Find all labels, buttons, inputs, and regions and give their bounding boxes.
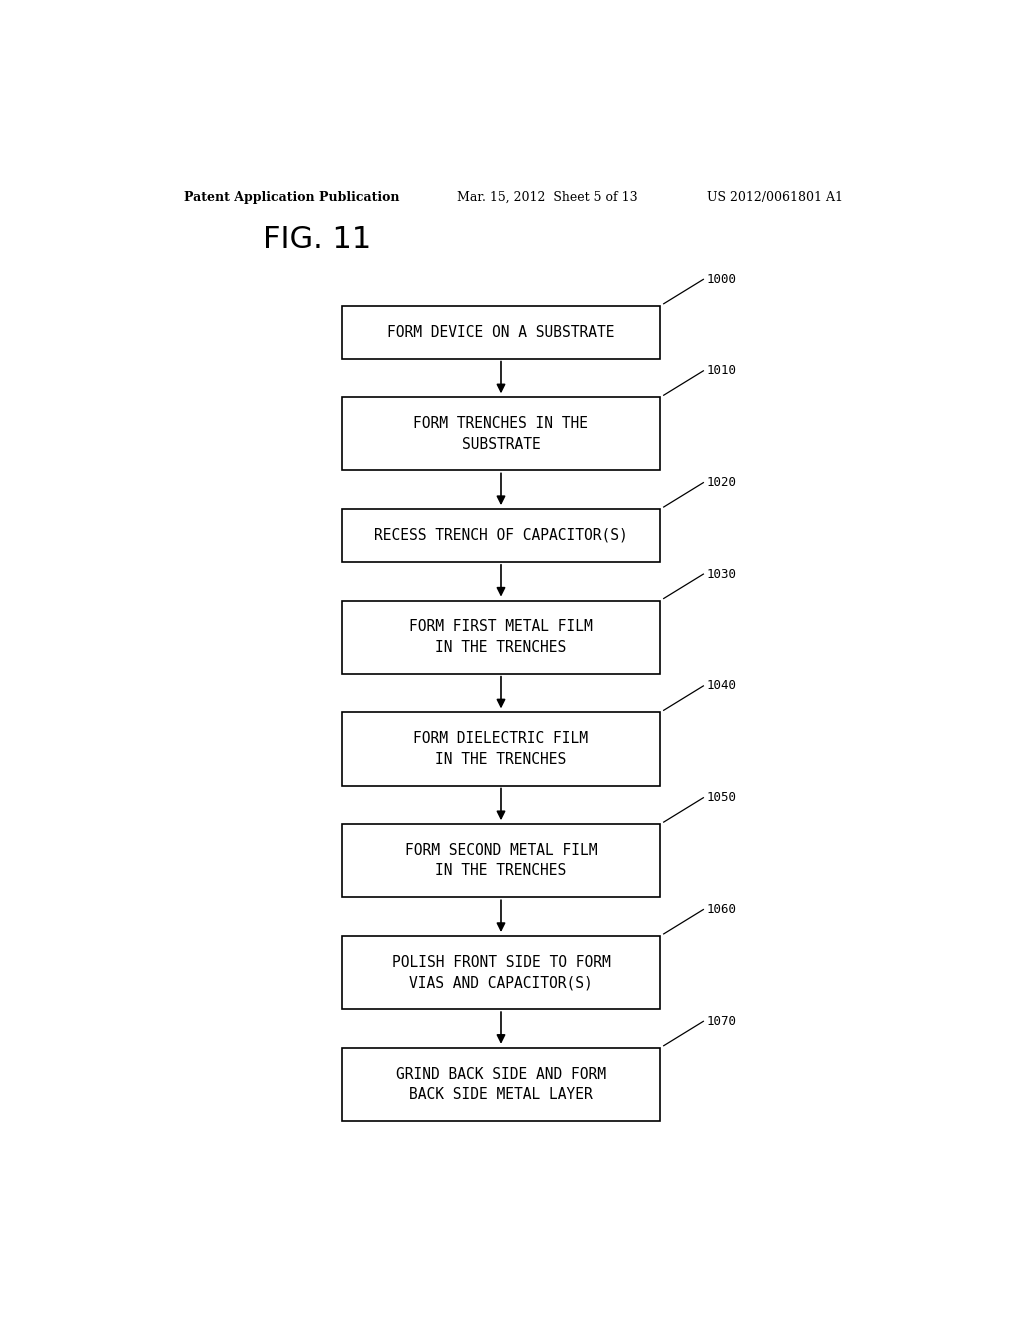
Text: 1000: 1000 [707,273,736,286]
Text: 1070: 1070 [707,1015,736,1028]
Text: RECESS TRENCH OF CAPACITOR(S): RECESS TRENCH OF CAPACITOR(S) [374,528,628,543]
Text: FIG. 11: FIG. 11 [263,226,371,255]
Bar [342,306,659,359]
Text: FORM TRENCHES IN THE
SUBSTRATE: FORM TRENCHES IN THE SUBSTRATE [414,416,589,451]
Text: Mar. 15, 2012  Sheet 5 of 13: Mar. 15, 2012 Sheet 5 of 13 [458,190,638,203]
Text: 1040: 1040 [707,680,736,693]
Text: 1020: 1020 [707,477,736,490]
Bar [342,510,659,562]
Bar [342,936,659,1008]
Bar [342,824,659,898]
Text: FORM DEVICE ON A SUBSTRATE: FORM DEVICE ON A SUBSTRATE [387,325,614,339]
Text: FORM FIRST METAL FILM
IN THE TRENCHES: FORM FIRST METAL FILM IN THE TRENCHES [410,619,593,655]
Text: 1060: 1060 [707,903,736,916]
Bar [342,713,659,785]
Text: FORM SECOND METAL FILM
IN THE TRENCHES: FORM SECOND METAL FILM IN THE TRENCHES [404,843,597,878]
Text: FORM DIELECTRIC FILM
IN THE TRENCHES: FORM DIELECTRIC FILM IN THE TRENCHES [414,731,589,767]
Text: 1050: 1050 [707,791,736,804]
Bar [342,601,659,673]
Text: Patent Application Publication: Patent Application Publication [183,190,399,203]
Bar [342,1048,659,1121]
Text: GRIND BACK SIDE AND FORM
BACK SIDE METAL LAYER: GRIND BACK SIDE AND FORM BACK SIDE METAL… [396,1067,606,1102]
Text: US 2012/0061801 A1: US 2012/0061801 A1 [708,190,844,203]
Text: 1010: 1010 [707,364,736,378]
Text: POLISH FRONT SIDE TO FORM
VIAS AND CAPACITOR(S): POLISH FRONT SIDE TO FORM VIAS AND CAPAC… [391,954,610,990]
Text: 1030: 1030 [707,568,736,581]
Bar [342,397,659,470]
